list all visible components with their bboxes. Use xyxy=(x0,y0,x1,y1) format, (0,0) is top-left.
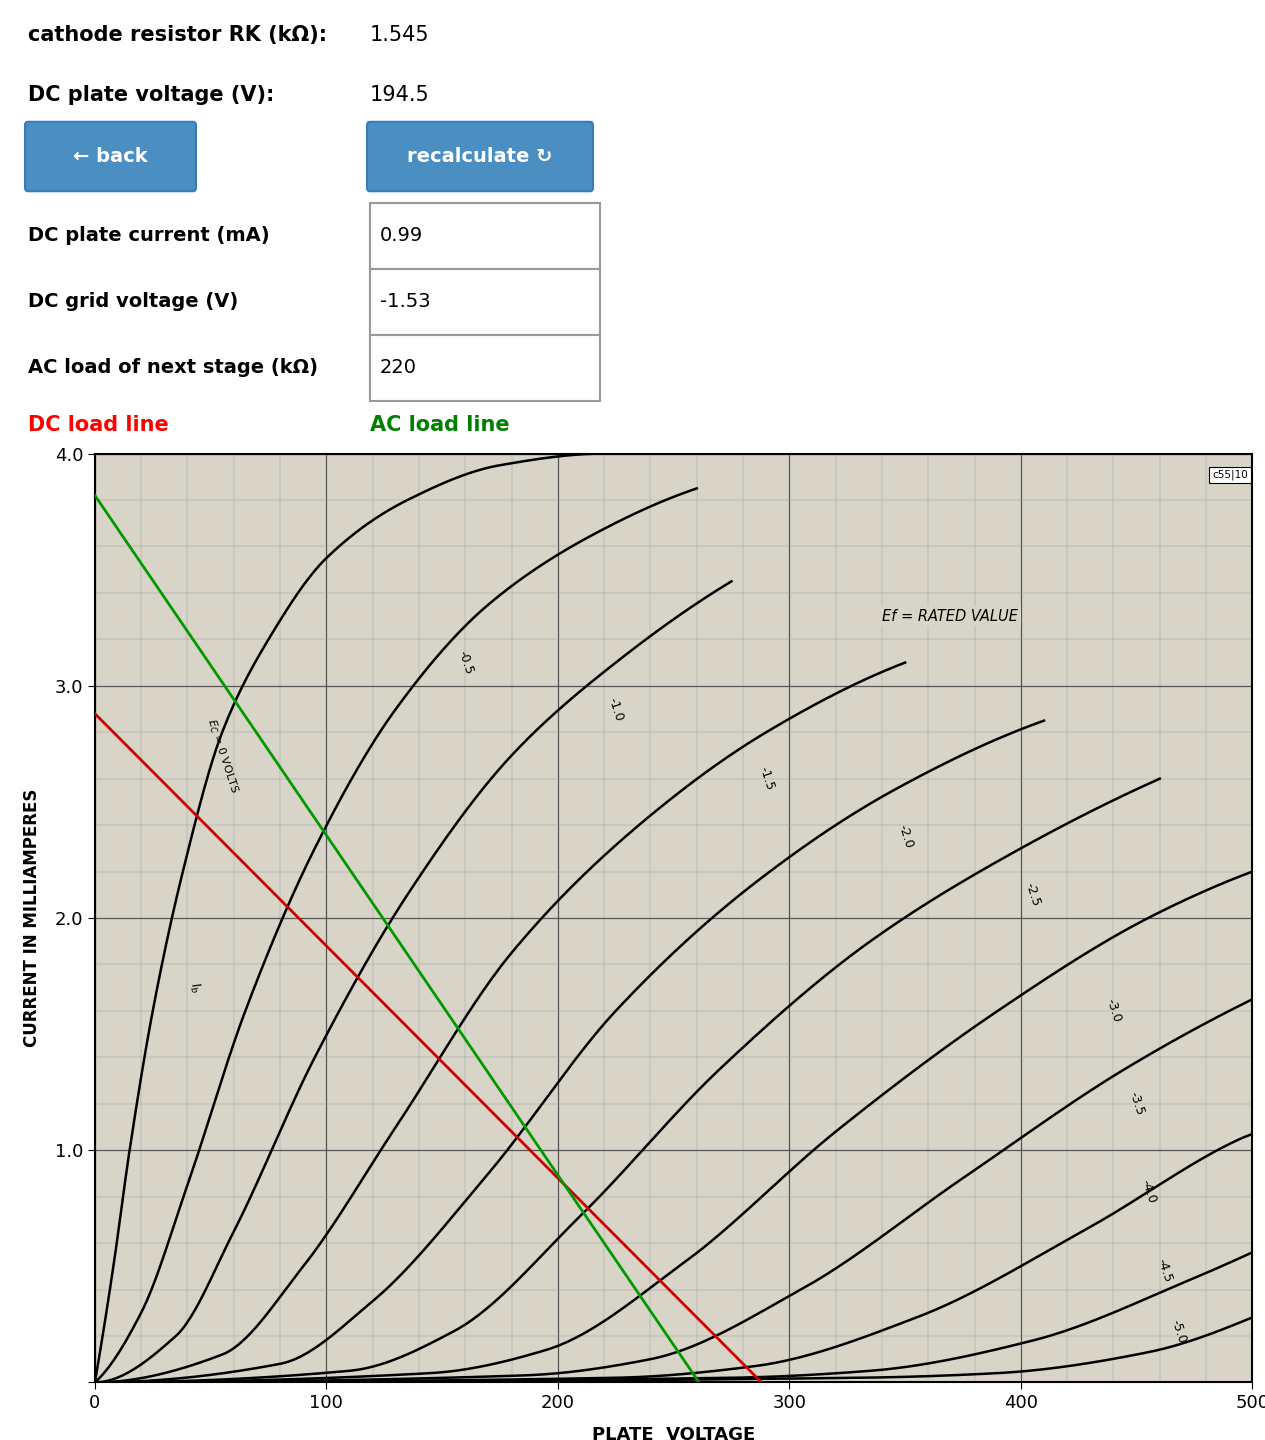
Text: 194.5: 194.5 xyxy=(369,85,430,105)
Text: AC load of next stage (kΩ): AC load of next stage (kΩ) xyxy=(28,359,318,377)
Text: DC plate current (mA): DC plate current (mA) xyxy=(28,226,269,245)
FancyBboxPatch shape xyxy=(367,122,593,192)
Text: AC load line: AC load line xyxy=(369,416,510,435)
Text: DC plate voltage (V):: DC plate voltage (V): xyxy=(28,85,275,105)
Text: 0.99: 0.99 xyxy=(380,226,424,245)
Y-axis label: CURRENT IN MILLIAMPERES: CURRENT IN MILLIAMPERES xyxy=(23,789,40,1047)
Text: -4.0: -4.0 xyxy=(1138,1178,1159,1205)
Bar xyxy=(369,269,600,334)
Text: $I_b$: $I_b$ xyxy=(186,981,204,995)
Bar xyxy=(369,203,600,269)
Text: Ef = RATED VALUE: Ef = RATED VALUE xyxy=(882,609,1018,624)
Text: -3.0: -3.0 xyxy=(1103,998,1123,1024)
Text: recalculate ↻: recalculate ↻ xyxy=(407,147,553,166)
Text: 220: 220 xyxy=(380,359,417,377)
Text: -4.5: -4.5 xyxy=(1155,1257,1174,1284)
Text: -1.0: -1.0 xyxy=(606,696,626,723)
Bar xyxy=(369,334,600,400)
Text: $E_C$ = 0 VOLTS: $E_C$ = 0 VOLTS xyxy=(204,717,240,795)
Text: -1.53: -1.53 xyxy=(380,292,430,311)
Text: ← back: ← back xyxy=(73,147,148,166)
Text: -3.5: -3.5 xyxy=(1127,1090,1146,1117)
Text: DC load line: DC load line xyxy=(28,416,168,435)
Text: -2.0: -2.0 xyxy=(896,824,915,851)
Text: cathode resistor RK (kΩ):: cathode resistor RK (kΩ): xyxy=(28,24,328,45)
Text: -1.5: -1.5 xyxy=(756,765,777,792)
Text: -5.0: -5.0 xyxy=(1169,1318,1188,1345)
Text: -0.5: -0.5 xyxy=(455,649,476,677)
X-axis label: PLATE  VOLTAGE: PLATE VOLTAGE xyxy=(592,1426,755,1440)
FancyBboxPatch shape xyxy=(25,122,196,192)
Text: 1.545: 1.545 xyxy=(369,24,430,45)
Text: c55|10: c55|10 xyxy=(1212,469,1247,481)
Text: DC grid voltage (V): DC grid voltage (V) xyxy=(28,292,238,311)
Text: -2.5: -2.5 xyxy=(1022,881,1042,909)
